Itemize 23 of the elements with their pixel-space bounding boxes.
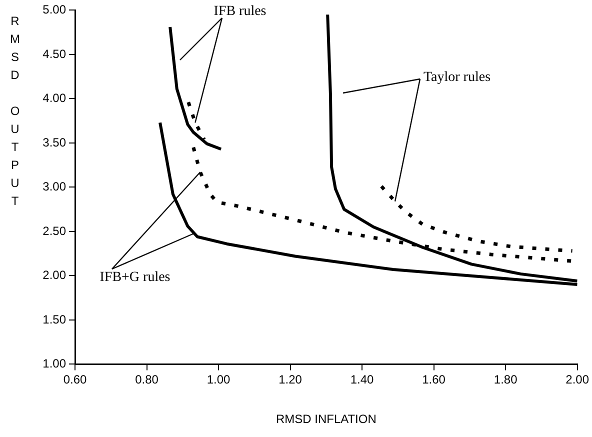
- x-tick-label: 1.40: [350, 372, 374, 387]
- x-tick-label: 2.00: [566, 372, 590, 387]
- y-axis-title: RMSD OUTPUT: [8, 14, 22, 212]
- x-tick-label: 0.80: [135, 372, 159, 387]
- y-tick-label: 4.00: [42, 91, 66, 106]
- annotation: Taylor rules: [423, 70, 491, 86]
- line-series: [380, 184, 574, 253]
- y-tick-label: 3.00: [42, 180, 66, 194]
- y-tick-label: 2.50: [42, 224, 66, 238]
- annotation: IFB rules: [214, 4, 266, 20]
- x-tick-label: 1.60: [422, 372, 446, 387]
- y-tick-label: 5.00: [42, 2, 66, 17]
- x-tick-label: 1.80: [494, 372, 518, 387]
- x-tick-label: 1.00: [206, 372, 231, 387]
- y-tick-label: 1.50: [42, 312, 66, 326]
- y-tick-label: 4.50: [42, 46, 66, 61]
- annotation: IFB+G rules: [100, 270, 170, 286]
- y-tick-label: 2.00: [42, 268, 66, 282]
- x-tick-label: 1.20: [278, 372, 302, 387]
- y-tick-label: 1.00: [42, 356, 66, 371]
- y-tick-label: 3.50: [42, 135, 66, 150]
- x-axis-title: RMSD INFLATION: [276, 412, 376, 426]
- x-tick-label: 0.60: [63, 372, 87, 387]
